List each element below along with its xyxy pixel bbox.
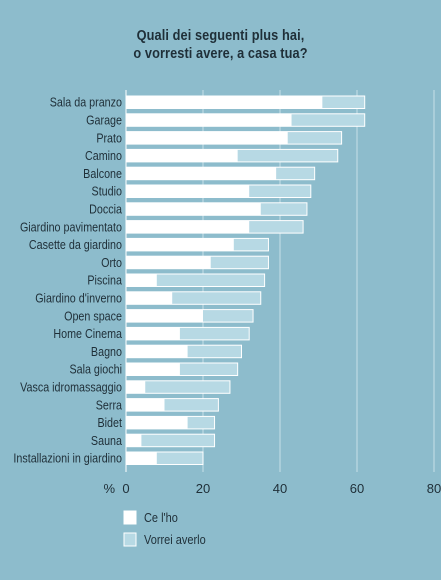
bar-ce-l-ho xyxy=(126,167,277,180)
bar-ce-l-ho xyxy=(126,291,173,305)
bar-ce-l-ho xyxy=(126,256,211,269)
legend-swatch-vorrei-averlo xyxy=(123,532,137,547)
category-label: Vasca idromassaggio xyxy=(20,381,122,395)
bar-ce-l-ho xyxy=(126,434,142,447)
category-label: Open space xyxy=(64,310,122,324)
bar-ce-l-ho xyxy=(126,220,250,234)
category-label: Giardino d'inverno xyxy=(35,292,122,306)
bar-ce-l-ho xyxy=(126,309,203,323)
category-label: Sauna xyxy=(91,434,123,448)
bar-ce-l-ho xyxy=(126,96,323,109)
category-label: Piscina xyxy=(87,274,122,288)
x-tick-label: 20 xyxy=(196,481,210,496)
x-axis-unit-label: % xyxy=(103,481,115,496)
category-label: Bidet xyxy=(98,416,123,430)
chart-title-line-2: o vorresti avere, a casa tua? xyxy=(133,46,308,62)
category-label: Balcone xyxy=(83,167,122,181)
bar-ce-l-ho xyxy=(126,327,180,340)
category-label: Garage xyxy=(86,114,122,128)
x-tick-label: 80 xyxy=(427,481,441,496)
bar-ce-l-ho xyxy=(126,452,157,465)
category-label: Doccia xyxy=(89,203,122,217)
bar-ce-l-ho xyxy=(126,202,261,216)
category-label: Orto xyxy=(101,256,122,270)
bar-ce-l-ho xyxy=(126,274,157,287)
bar-ce-l-ho xyxy=(126,345,188,358)
category-label: Studio xyxy=(92,185,122,199)
legend-label-vorrei-averlo: Vorrei averlo xyxy=(144,533,206,547)
bar-ce-l-ho xyxy=(126,113,292,127)
bar-ce-l-ho xyxy=(126,149,238,162)
category-label: Sala da pranzo xyxy=(50,96,122,110)
category-label: Installazioni in giardino xyxy=(13,452,122,466)
bar-ce-l-ho xyxy=(126,363,180,376)
bar-ce-l-ho xyxy=(126,380,146,394)
category-label: Prato xyxy=(96,132,122,146)
category-label: Giardino pavimentato xyxy=(20,221,122,235)
category-label: Home Cinema xyxy=(53,327,122,341)
bar-ce-l-ho xyxy=(126,398,165,412)
category-label: Camino xyxy=(85,149,122,163)
category-label: Serra xyxy=(96,399,123,413)
bar-ce-l-ho xyxy=(126,238,234,251)
chart-title-line-1: Quali dei seguenti plus hai, xyxy=(136,28,305,44)
x-tick-label: 0 xyxy=(122,481,129,496)
legend-swatch-ce-l-ho xyxy=(123,510,137,525)
bar-ce-l-ho xyxy=(126,185,250,198)
category-label: Sala giochi xyxy=(69,363,122,377)
bar-ce-l-ho xyxy=(126,131,288,145)
x-tick-label: 60 xyxy=(350,481,364,496)
category-label: Bagno xyxy=(91,345,122,359)
legend-label-ce-l-ho: Ce l'ho xyxy=(144,511,178,525)
x-tick-label: 40 xyxy=(273,481,287,496)
category-label: Casette da giardino xyxy=(29,238,122,252)
bar-ce-l-ho xyxy=(126,416,188,429)
